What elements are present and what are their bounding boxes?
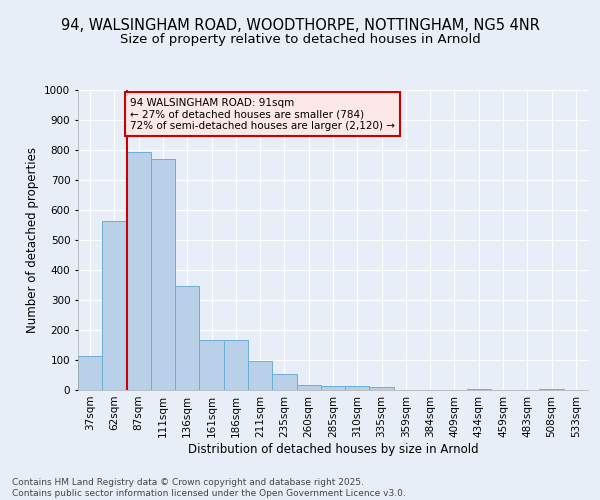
Bar — [272, 374, 296, 390]
Bar — [127, 152, 151, 390]
Bar — [175, 286, 199, 390]
Y-axis label: Number of detached properties: Number of detached properties — [26, 147, 38, 333]
Bar — [370, 387, 394, 390]
Text: 94 WALSINGHAM ROAD: 91sqm
← 27% of detached houses are smaller (784)
72% of semi: 94 WALSINGHAM ROAD: 91sqm ← 27% of detac… — [130, 98, 395, 130]
Bar — [78, 356, 102, 390]
Bar — [248, 360, 272, 390]
Bar — [296, 384, 321, 390]
X-axis label: Distribution of detached houses by size in Arnold: Distribution of detached houses by size … — [188, 442, 478, 456]
Bar — [345, 386, 370, 390]
Bar — [199, 340, 224, 390]
Bar — [224, 340, 248, 390]
Bar — [321, 386, 345, 390]
Text: Size of property relative to detached houses in Arnold: Size of property relative to detached ho… — [119, 32, 481, 46]
Text: 94, WALSINGHAM ROAD, WOODTHORPE, NOTTINGHAM, NG5 4NR: 94, WALSINGHAM ROAD, WOODTHORPE, NOTTING… — [61, 18, 539, 32]
Bar — [467, 388, 491, 390]
Bar — [151, 159, 175, 390]
Bar — [539, 388, 564, 390]
Text: Contains HM Land Registry data © Crown copyright and database right 2025.
Contai: Contains HM Land Registry data © Crown c… — [12, 478, 406, 498]
Bar — [102, 222, 127, 390]
